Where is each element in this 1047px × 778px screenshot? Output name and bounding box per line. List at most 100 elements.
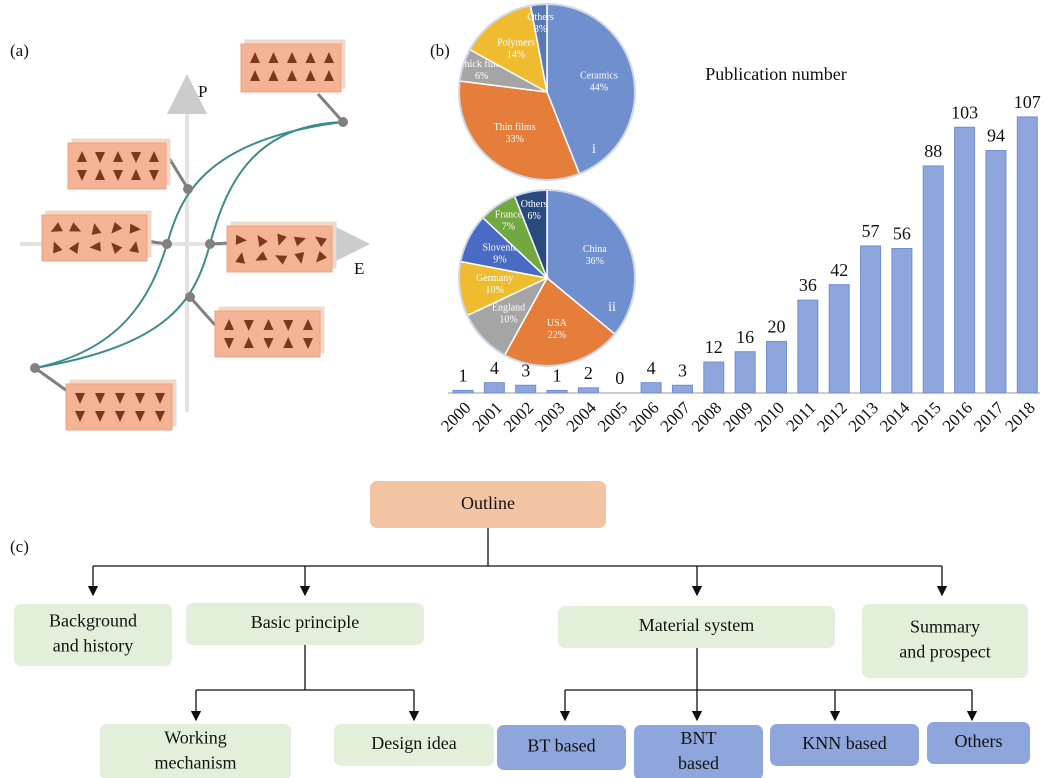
bar-value-label: 107 bbox=[1014, 92, 1041, 112]
slice-name: England bbox=[492, 302, 525, 313]
dipole bbox=[324, 52, 334, 63]
bar bbox=[640, 382, 662, 394]
axis-label: P bbox=[198, 82, 207, 101]
slice-value-label: 22% bbox=[548, 330, 566, 341]
slice-name: Thick films bbox=[459, 59, 505, 70]
bar-value-label: 1 bbox=[459, 366, 468, 386]
dipole bbox=[95, 393, 105, 404]
outline-box bbox=[927, 722, 1030, 764]
dipole bbox=[283, 337, 294, 348]
bar bbox=[954, 126, 976, 394]
dipole bbox=[113, 151, 123, 162]
dipole bbox=[69, 222, 82, 232]
bar bbox=[766, 340, 787, 394]
dipole bbox=[235, 252, 246, 264]
dipole bbox=[235, 234, 247, 245]
domain-box bbox=[67, 142, 167, 190]
bar bbox=[891, 248, 913, 394]
outline-text: Others bbox=[955, 731, 1003, 751]
curve-point bbox=[205, 239, 215, 249]
panel-label: (b) bbox=[430, 41, 450, 60]
dipole bbox=[294, 252, 305, 264]
bar-value-label: 16 bbox=[736, 327, 754, 347]
dipole bbox=[68, 241, 79, 254]
dipole bbox=[155, 411, 165, 422]
curve-point bbox=[30, 363, 40, 373]
dipole bbox=[303, 319, 313, 330]
outline-text: Summary bbox=[910, 617, 980, 637]
outline-text: BT based bbox=[527, 736, 595, 756]
dipole bbox=[77, 170, 87, 181]
outline-text: BNT bbox=[681, 728, 717, 748]
outline-text: based bbox=[678, 753, 719, 773]
slice-name: Others bbox=[521, 199, 548, 210]
slice-name: Slovenia bbox=[482, 242, 518, 253]
dipole bbox=[263, 319, 274, 330]
dipole bbox=[149, 170, 159, 181]
outline-box bbox=[186, 603, 424, 645]
chart-title: Publication number bbox=[705, 64, 846, 84]
dipole bbox=[303, 338, 313, 349]
pie-rim bbox=[458, 189, 636, 367]
dipole bbox=[324, 70, 334, 81]
slice-value-label: 9% bbox=[493, 254, 506, 265]
outline-box bbox=[634, 725, 763, 778]
outline-text: Basic principle bbox=[251, 612, 359, 632]
dipole bbox=[268, 52, 279, 63]
slice-name: France bbox=[495, 210, 523, 221]
dipole bbox=[283, 320, 294, 331]
dipole bbox=[75, 411, 85, 422]
bar bbox=[483, 382, 505, 394]
dipole bbox=[113, 170, 123, 181]
outline-text: Working bbox=[164, 728, 227, 748]
connector bbox=[316, 93, 345, 123]
outline-box bbox=[497, 725, 626, 770]
bar-value-label: 42 bbox=[830, 260, 848, 280]
outline-root-box bbox=[370, 481, 606, 528]
dipole bbox=[77, 151, 87, 162]
dipole bbox=[89, 241, 101, 252]
slice-value-label: 10% bbox=[485, 285, 503, 296]
slice-name: Germany bbox=[476, 273, 513, 284]
bar-value-label: 57 bbox=[862, 221, 880, 241]
outline-text: and history bbox=[53, 636, 134, 656]
bar-value-label: 2 bbox=[584, 363, 593, 383]
bar-value-label: 88 bbox=[924, 141, 942, 161]
bar-value-label: 3 bbox=[521, 360, 530, 380]
bar bbox=[922, 165, 944, 394]
slice-value-label: 44% bbox=[590, 82, 608, 93]
bar-value-label: 0 bbox=[615, 368, 624, 388]
slice-value-label: 14% bbox=[507, 50, 525, 61]
bar bbox=[734, 351, 756, 394]
dipole bbox=[50, 222, 63, 232]
pie-rim bbox=[458, 3, 636, 181]
outline-text: Design idea bbox=[371, 733, 456, 753]
connector bbox=[34, 366, 71, 395]
bar-value-label: 103 bbox=[951, 102, 978, 122]
domain-box bbox=[240, 43, 342, 93]
domain-box bbox=[65, 383, 173, 431]
slice-name: Thin films bbox=[494, 122, 536, 133]
dipole bbox=[293, 236, 306, 247]
dipole bbox=[149, 151, 159, 162]
outline-root-text: Outline bbox=[461, 493, 515, 513]
dipole bbox=[305, 52, 316, 63]
dipole bbox=[111, 242, 123, 255]
dipole bbox=[250, 70, 260, 81]
dipole bbox=[95, 169, 105, 180]
bar-value-label: 4 bbox=[490, 358, 499, 378]
outline-text: KNN based bbox=[802, 733, 886, 753]
dipole bbox=[95, 152, 105, 163]
dipole bbox=[135, 411, 145, 422]
bar-value-label: 56 bbox=[893, 224, 911, 244]
pie-label: ii bbox=[608, 300, 616, 315]
outline-text: Background bbox=[49, 611, 137, 631]
bar bbox=[546, 389, 568, 394]
dipole bbox=[250, 52, 260, 63]
slice-name: USA bbox=[547, 318, 568, 329]
slice-value-label: 6% bbox=[475, 71, 488, 82]
axis-label: E bbox=[354, 259, 364, 278]
slice-name: Polymers bbox=[497, 38, 535, 49]
slice-value-label: 3% bbox=[534, 24, 547, 35]
